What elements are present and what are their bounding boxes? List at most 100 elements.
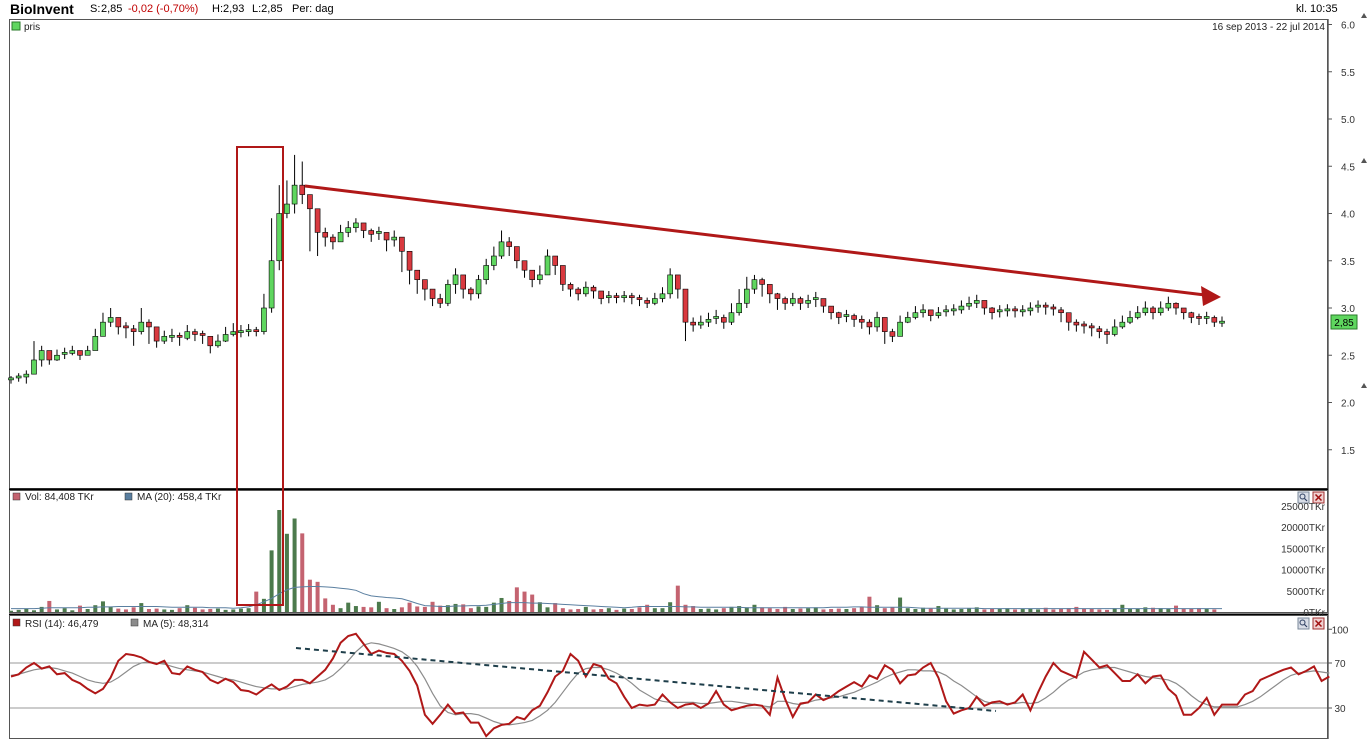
price-legend-swatch: [11, 21, 21, 31]
volume-bar: [1135, 608, 1140, 612]
volume-bar: [974, 607, 979, 612]
volume-bar: [721, 608, 726, 612]
zoom-icon[interactable]: [1297, 617, 1310, 630]
candle: [690, 317, 696, 332]
volume-bar: [1074, 606, 1079, 612]
volume-bar: [1020, 609, 1025, 612]
volume-bar: [338, 608, 343, 612]
high-price: H:2,93: [212, 3, 245, 15]
rsi-panel-tools[interactable]: [1297, 617, 1325, 630]
rsi-legend: RSI (14): 46,479 MA (5): 48,314: [12, 618, 209, 630]
volume-bar: [1212, 609, 1217, 612]
candle: [153, 326, 160, 348]
candle: [521, 260, 528, 278]
candle: [797, 296, 804, 310]
volume-tick-label: 20000TKr: [1281, 523, 1326, 534]
volume-bar: [1013, 609, 1018, 612]
candle: [253, 326, 260, 337]
candle: [590, 285, 597, 299]
volume-bar: [1197, 608, 1202, 612]
candle: [1081, 321, 1087, 334]
price-tick-label: 4.0: [1341, 210, 1355, 221]
candle: [1165, 296, 1172, 311]
volume-bar: [346, 602, 351, 612]
candle: [606, 290, 612, 304]
rsi-reference-lines: [10, 662, 1327, 709]
candle: [437, 293, 444, 308]
candle: [1012, 306, 1018, 318]
volume-panel-tools[interactable]: [1297, 491, 1325, 504]
volume-bar: [154, 608, 159, 612]
candle: [1142, 301, 1149, 316]
candle: [383, 232, 390, 252]
candle: [1104, 328, 1110, 344]
volume-bar: [146, 609, 151, 612]
volume-bar: [852, 608, 857, 612]
period-selector[interactable]: Per: dag: [292, 3, 334, 15]
candle: [736, 289, 742, 316]
candle: [1211, 315, 1218, 327]
volume-bar: [622, 608, 627, 612]
volume-bar: [461, 604, 466, 612]
volume-bar: [997, 609, 1002, 612]
candle: [881, 317, 888, 344]
volume-bar: [108, 606, 113, 612]
zoom-icon[interactable]: [1297, 491, 1310, 504]
candle: [69, 345, 76, 356]
price-tick-label: 5.5: [1341, 68, 1355, 79]
candle: [774, 292, 781, 310]
scroll-up-icon[interactable]: [1361, 158, 1367, 163]
volume-bar: [1066, 608, 1071, 612]
candle: [621, 290, 627, 303]
candle: [84, 345, 91, 356]
scroll-up-icon[interactable]: [1361, 13, 1367, 18]
volume-bar: [77, 605, 82, 612]
candle: [422, 279, 428, 301]
price-trend-arrow: [304, 184, 1206, 297]
volume-bar: [1204, 609, 1209, 612]
candle: [721, 314, 727, 329]
rsi-tick-label: 30: [1334, 704, 1346, 715]
candle: [429, 288, 436, 307]
candle: [1088, 323, 1095, 337]
volume-bar: [798, 608, 803, 612]
volume-bar: [944, 608, 949, 612]
volume-bar: [990, 608, 995, 612]
candle: [475, 274, 482, 299]
volume-bar: [683, 604, 688, 612]
price-tick-label: 4.5: [1341, 162, 1355, 173]
volume-bar: [599, 609, 604, 612]
volume-ma-legend-label: MA (20): 458,4 TKr: [137, 492, 222, 503]
axis-scroll-arrows[interactable]: [1361, 13, 1367, 388]
candle: [38, 345, 45, 367]
candle: [912, 306, 919, 320]
candle: [230, 323, 237, 337]
panel-frames: [9, 19, 1329, 739]
volume-bar: [254, 591, 259, 612]
candle: [337, 224, 344, 243]
volume-bar: [951, 609, 956, 612]
volume-bar: [591, 609, 596, 612]
candle: [8, 376, 14, 384]
volume-ma-line: [11, 586, 1222, 610]
price-y-axis: 1.5 2.0 2.5 3.0 3.5 4.0 4.5 5.0 5.5 6.0: [1328, 21, 1355, 457]
scroll-up-icon[interactable]: [1361, 383, 1367, 388]
volume-bar: [330, 604, 335, 612]
volume-bar: [760, 607, 765, 612]
candle: [161, 330, 168, 344]
volume-bar: [982, 609, 987, 612]
candle: [789, 292, 796, 307]
candle: [245, 324, 252, 337]
candle: [751, 274, 758, 294]
volume-bar: [162, 609, 167, 612]
volume-bar: [706, 608, 711, 612]
volume-bar: [1128, 609, 1133, 612]
candle: [667, 268, 673, 299]
candle: [613, 292, 620, 304]
candle: [659, 287, 666, 303]
zoom-icon-handle: [1304, 498, 1308, 502]
volume-bar: [522, 591, 527, 612]
volume-bar: [1036, 609, 1041, 612]
candle: [222, 326, 229, 343]
